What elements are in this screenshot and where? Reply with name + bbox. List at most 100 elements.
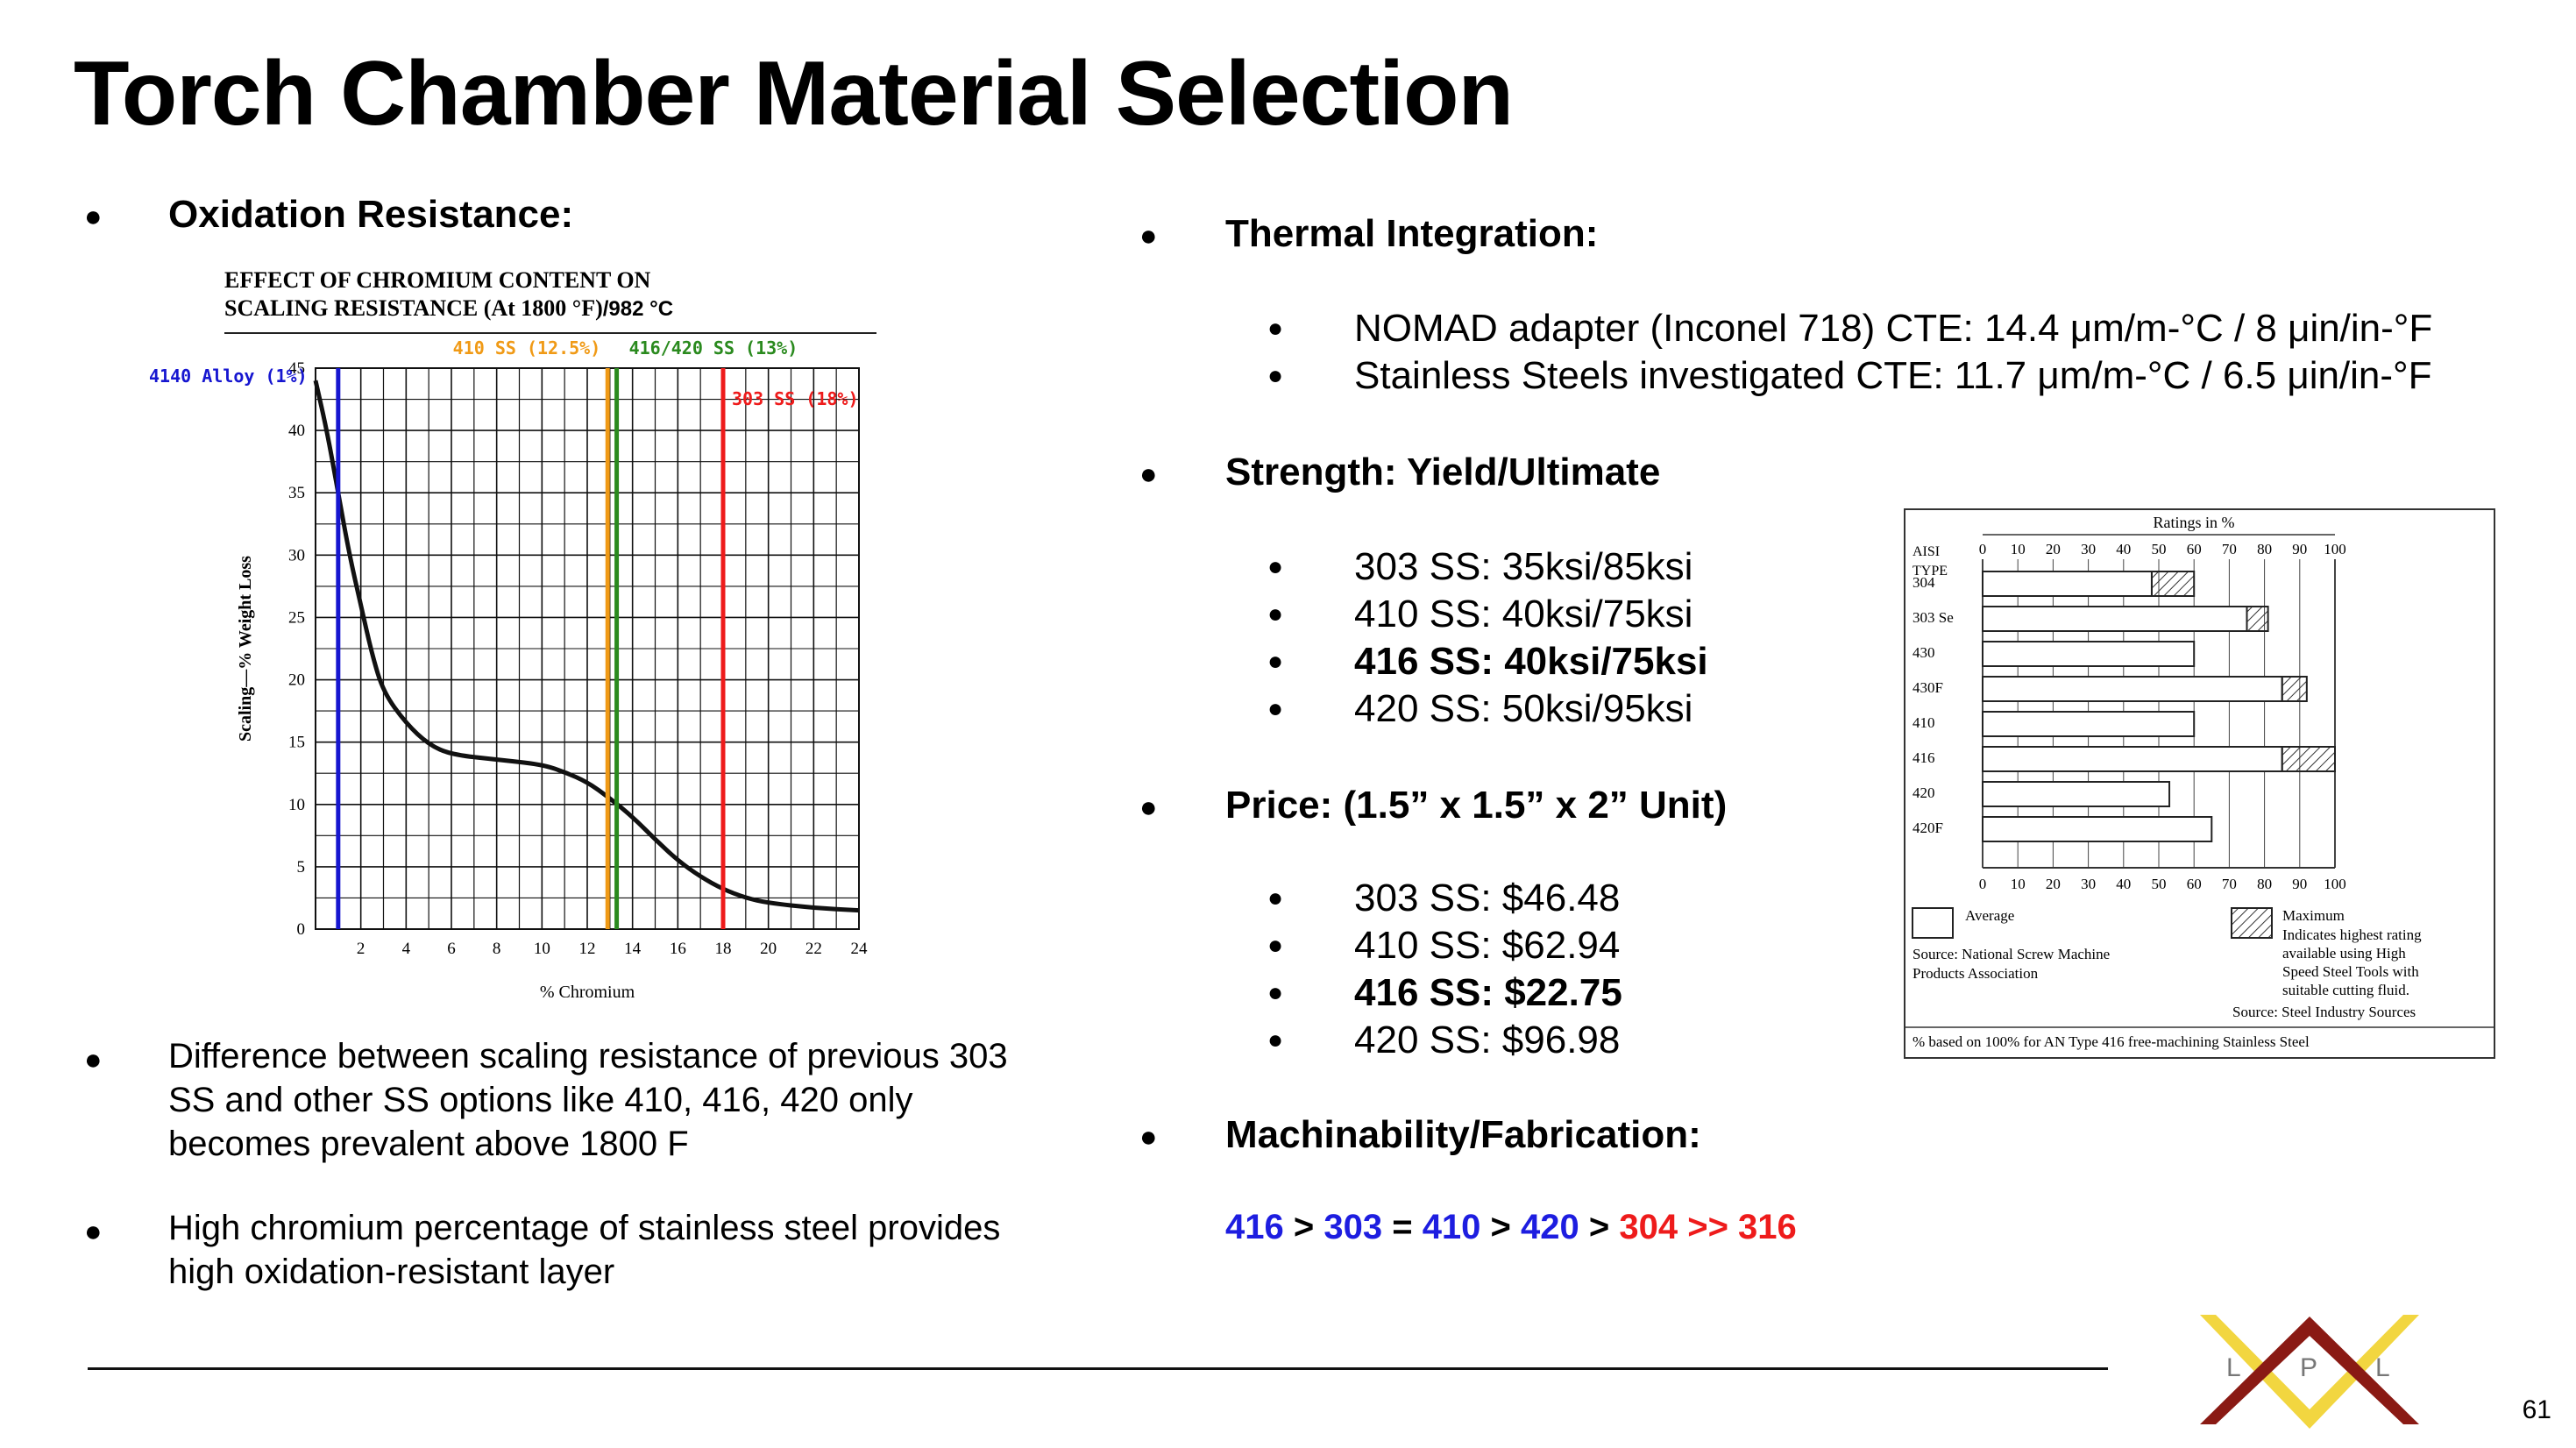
bullet-dot: ● (1267, 694, 1284, 723)
maximum-bar (2281, 746, 2337, 772)
ratings-bottom-tick: 90 (2292, 876, 2307, 892)
ratings-row-label: 303 Se (1912, 609, 1954, 626)
ranking-token: > (1579, 1208, 1620, 1246)
ratings-top-tick: 60 (2187, 541, 2202, 557)
thermal-item: NOMAD adapter (Inconel 718) CTE: 14.4 μm… (1354, 307, 2433, 350)
bullet-dot: ● (1139, 219, 1158, 252)
y-tick-label: 10 (288, 796, 305, 814)
price-item: 410 SS: $62.94 (1354, 924, 1621, 967)
bullet-dot: ● (84, 1043, 103, 1076)
average-bar (1982, 641, 2196, 667)
bullet-dot: ● (1139, 458, 1158, 491)
bullet-dot: ● (1267, 361, 1284, 390)
bullet-dot: ● (84, 1215, 103, 1248)
bullet-dot: ● (1267, 978, 1284, 1007)
maximum-bar (2246, 606, 2269, 632)
ratings-top-tick: 20 (2046, 541, 2061, 557)
average-bar (1982, 571, 2153, 597)
ratings-bottom-tick: 70 (2222, 876, 2237, 892)
source-1-line1: Source: National Screw Machine (1912, 946, 2110, 962)
y-tick-label: 45 (288, 359, 305, 378)
ratings-footnote: % based on 100% for AN Type 416 free-mac… (1912, 1033, 2310, 1050)
ranking-token: > (1480, 1208, 1522, 1246)
ranking-token: 420 (1521, 1208, 1579, 1246)
x-tick-label: 20 (760, 940, 777, 958)
ratings-top-tick: 100 (2324, 541, 2346, 557)
x-tick-label: 8 (493, 940, 501, 958)
maximum-bar (2281, 676, 2308, 702)
x-tick-label: 24 (851, 940, 869, 958)
x-tick-label: 4 (402, 940, 411, 958)
legend-average-label: Average (1965, 907, 2014, 924)
logo-letter: L (2226, 1353, 2241, 1382)
x-tick-label: 22 (805, 940, 822, 958)
page-number: 61 (2522, 1395, 2551, 1424)
marker-label: 410 SS (12.5%) (453, 337, 601, 358)
strength-item: 416 SS: 40ksi/75ksi (1354, 640, 1708, 683)
y-axis-label: Scaling—% Weight Loss (236, 556, 255, 742)
ratings-bottom-tick: 10 (2011, 876, 2026, 892)
bullet-dot: ● (1267, 314, 1284, 343)
ranking-token: 304 >> 316 (1619, 1208, 1797, 1246)
ranking-token: 416 (1225, 1208, 1284, 1246)
average-bar (1982, 711, 2196, 737)
source-1-line2: Products Association (1912, 965, 2039, 982)
ratings-title: Ratings in % (2154, 514, 2235, 531)
bullet-dot: ● (1267, 1026, 1284, 1054)
y-tick-label: 25 (288, 608, 305, 627)
ratings-row-label: 430F (1912, 679, 1943, 696)
chart-title-line1: EFFECT OF CHROMIUM CONTENT ON (224, 267, 651, 293)
left-bullet-1: Difference between scaling resistance of… (168, 1037, 1008, 1163)
oxidation-heading: Oxidation Resistance: (168, 193, 574, 236)
bullet-dot: ● (84, 200, 103, 233)
left-bullet-2: High chromium percentage of stainless st… (168, 1209, 1001, 1291)
chart-title-line2: SCALING RESISTANCE (At 1800 °F)/982 °C (224, 295, 673, 321)
ratings-top-tick: 90 (2292, 541, 2307, 557)
ratings-bottom-tick: 20 (2046, 876, 2061, 892)
ratings-row-label: 304 (1912, 574, 1935, 591)
price-item: 416 SS: $22.75 (1354, 971, 1622, 1014)
machinability-ratings-chart: Ratings in % AISI TYPE 0 0 10 10 20 20 30 30 40 40 50… (1904, 508, 2495, 1059)
x-tick-label: 2 (357, 940, 365, 958)
ratings-top-tick: 80 (2257, 541, 2272, 557)
ratings-top-tick: 70 (2222, 541, 2237, 557)
legend-maximum-desc: available using High (2282, 945, 2406, 962)
average-bar (1982, 746, 2283, 772)
aisi-label: AISI (1912, 544, 1940, 559)
x-tick-label: 14 (624, 940, 642, 958)
ranking-token: 410 (1422, 1208, 1481, 1246)
ratings-top-tick: 10 (2011, 541, 2026, 557)
ranking-token: > (1283, 1208, 1324, 1246)
legend-average-swatch (1912, 907, 1954, 939)
strength-item: 410 SS: 40ksi/75ksi (1354, 593, 1693, 635)
machinability-heading: Machinability/Fabrication: (1225, 1113, 1701, 1156)
strength-item: 303 SS: 35ksi/85ksi (1354, 545, 1693, 588)
legend-maximum-desc: Indicates highest rating (2282, 926, 2422, 943)
legend-maximum-desc: Speed Steel Tools with (2282, 963, 2419, 980)
ratings-row-label: 420 (1912, 784, 1935, 801)
logo-letter: P (2300, 1353, 2317, 1382)
average-bar (1982, 606, 2248, 632)
price-heading: Price: (1.5” x 1.5” x 2” Unit) (1225, 784, 1728, 827)
legend-maximum-label: Maximum (2282, 907, 2345, 924)
bullet-dot: ● (1139, 1120, 1158, 1153)
price-item: 420 SS: $96.98 (1354, 1019, 1621, 1061)
ratings-row-label: 416 (1912, 749, 1935, 766)
average-bar (1982, 816, 2213, 842)
x-tick-label: 10 (534, 940, 550, 958)
ratings-bottom-tick: 100 (2324, 876, 2346, 892)
marker-label: 303 SS (18%) (732, 388, 859, 409)
x-tick-label: 12 (579, 940, 596, 958)
ratings-bottom-tick: 0 (1979, 876, 1987, 892)
bullet-dot: ● (1267, 600, 1284, 628)
marker-label: 416/420 SS (13%) (629, 337, 798, 358)
thermal-item: Stainless Steels investigated CTE: 11.7 … (1354, 354, 2432, 397)
machinability-ranking: 416 > 303 = 410 > 420 > 304 >> 316 (1225, 1208, 1797, 1247)
marker-label: 4140 Alloy (1%) (149, 366, 308, 387)
thermal-heading: Thermal Integration: (1225, 212, 1599, 255)
ratings-bottom-tick: 80 (2257, 876, 2272, 892)
ratings-row-label: 420F (1912, 820, 1943, 836)
ratings-bottom-tick: 50 (2152, 876, 2167, 892)
x-axis-label: % Chromium (540, 983, 635, 1002)
